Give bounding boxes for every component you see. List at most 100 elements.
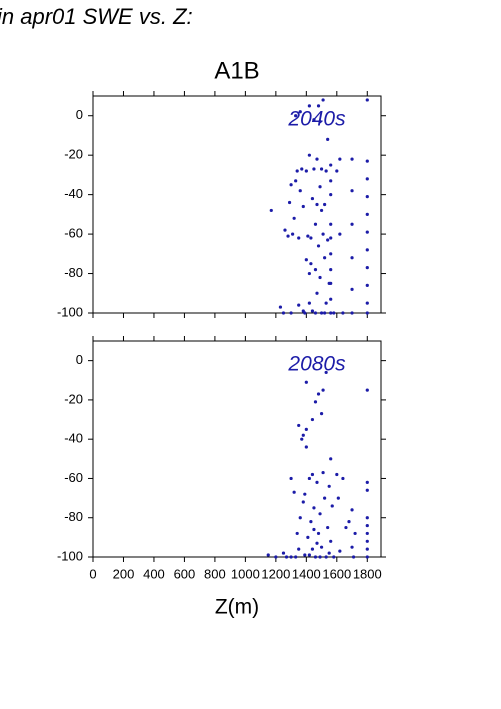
point [304, 380, 308, 384]
point [336, 496, 340, 500]
y-tick-label: 0 [76, 352, 83, 367]
point [318, 555, 322, 559]
point [350, 311, 354, 315]
x-axis-label: Z(m) [215, 596, 259, 619]
point [313, 222, 318, 226]
point [332, 555, 336, 559]
point [306, 535, 310, 539]
y-tick-label: -40 [64, 186, 83, 201]
point [316, 392, 321, 396]
point [319, 311, 324, 315]
point [329, 179, 333, 183]
point [318, 185, 322, 189]
point [313, 268, 318, 272]
point [350, 545, 354, 549]
point [350, 222, 354, 226]
point [319, 167, 324, 171]
point [321, 388, 325, 392]
point [324, 370, 328, 375]
point [297, 423, 301, 428]
point [365, 531, 369, 536]
point [313, 555, 318, 559]
point [350, 157, 354, 161]
y-tick-label: -80 [64, 509, 83, 524]
point [309, 236, 313, 240]
point [329, 268, 333, 272]
point [365, 539, 369, 543]
plot-frame [92, 340, 382, 558]
point [315, 157, 319, 161]
point [329, 222, 333, 226]
point [295, 531, 299, 536]
point [307, 153, 311, 157]
x-tick-label: 800 [204, 566, 226, 581]
point [330, 504, 334, 508]
point [315, 541, 319, 545]
point [269, 208, 273, 213]
point [344, 525, 348, 530]
point [350, 256, 354, 260]
point [326, 525, 330, 530]
x-tick-label: 1600 [322, 566, 351, 581]
x-tick-label: 1000 [231, 566, 260, 581]
point [327, 551, 331, 555]
point [329, 281, 333, 286]
point [307, 301, 311, 305]
y-tick-label: -80 [64, 265, 83, 280]
point [329, 193, 333, 197]
point [353, 531, 357, 536]
point [309, 262, 313, 266]
point [294, 114, 298, 118]
point [315, 480, 319, 484]
point [316, 104, 321, 108]
panel-annotation: 2040s [287, 108, 346, 131]
point [329, 163, 333, 167]
x-tick-label: 1800 [353, 566, 382, 581]
point [289, 311, 293, 315]
point [313, 311, 318, 315]
point [329, 539, 333, 543]
point [307, 476, 311, 481]
point [304, 258, 308, 262]
point [316, 244, 321, 248]
point [312, 506, 316, 510]
point [315, 202, 319, 207]
point [286, 234, 290, 238]
point [306, 234, 310, 238]
point [297, 236, 301, 240]
point [326, 137, 330, 141]
y-tick-label: -40 [64, 431, 83, 446]
point [307, 104, 311, 108]
point [365, 480, 369, 484]
point [329, 236, 333, 240]
point [365, 488, 369, 492]
y-tick-label: -20 [64, 147, 83, 162]
point [338, 232, 342, 236]
point [319, 412, 324, 416]
point [298, 516, 302, 520]
point [313, 400, 318, 404]
point [365, 159, 369, 163]
point [365, 283, 369, 287]
point [324, 169, 328, 173]
point [338, 549, 342, 553]
y-tick-label: -100 [57, 304, 83, 319]
point [310, 196, 315, 201]
y-tick-label: -60 [64, 470, 83, 485]
point [301, 433, 305, 437]
point [365, 266, 369, 270]
point [365, 177, 369, 181]
point [323, 256, 327, 260]
point [321, 98, 325, 102]
point [329, 252, 333, 256]
x-tick-label: 600 [174, 566, 196, 581]
point [335, 169, 339, 173]
x-tick-label: 1200 [261, 566, 290, 581]
point [365, 547, 369, 551]
point [321, 470, 325, 475]
point [365, 516, 369, 520]
point [294, 555, 298, 559]
point [318, 120, 322, 124]
point [365, 98, 369, 102]
